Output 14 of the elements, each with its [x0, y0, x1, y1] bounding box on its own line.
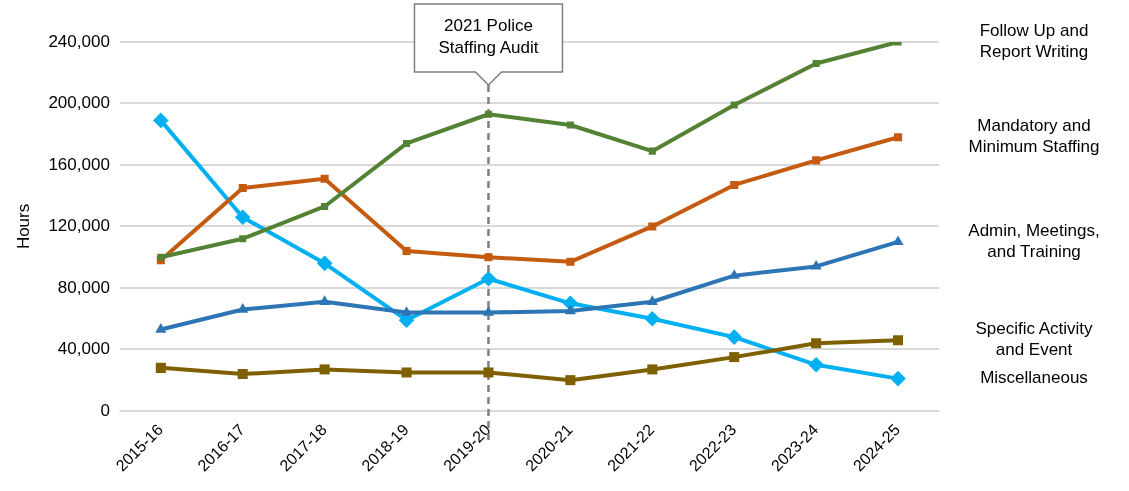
y-tick-label: 80,000	[57, 277, 110, 297]
text: Follow Up and Report Writing	[979, 21, 1089, 62]
y-tick-label: 0	[100, 400, 110, 420]
y-tick-label: 120,000	[48, 216, 110, 236]
text: Specific Activity and Event	[975, 319, 1094, 360]
text: Miscellaneous	[980, 368, 1088, 388]
y-tick-label: 40,000	[57, 339, 110, 359]
y-tick-label: 200,000	[48, 93, 110, 113]
text: Mandatory and Minimum Staffing	[968, 116, 1100, 157]
text: Admin, Meetings, and Training	[968, 221, 1100, 262]
y-tick-label: 240,000	[48, 31, 110, 51]
y-axis-title: Hours	[13, 203, 33, 250]
y-tick-label: 160,000	[48, 154, 110, 174]
ref-line-label: 2021 Police Staffing Audit	[438, 15, 539, 57]
